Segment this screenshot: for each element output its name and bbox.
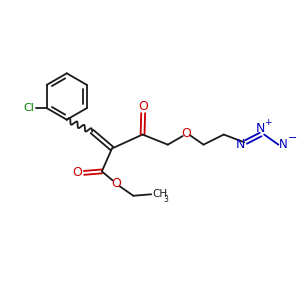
Text: O: O — [73, 167, 82, 179]
Text: O: O — [138, 100, 148, 113]
Text: N: N — [256, 122, 265, 135]
Text: N: N — [279, 138, 287, 151]
Text: O: O — [181, 127, 191, 140]
Text: O: O — [111, 177, 121, 190]
Text: 3: 3 — [164, 195, 169, 204]
Text: +: + — [264, 118, 272, 127]
Text: CH: CH — [153, 189, 168, 199]
Text: −: − — [288, 133, 297, 143]
Text: Cl: Cl — [23, 103, 34, 113]
Text: N: N — [236, 138, 245, 151]
